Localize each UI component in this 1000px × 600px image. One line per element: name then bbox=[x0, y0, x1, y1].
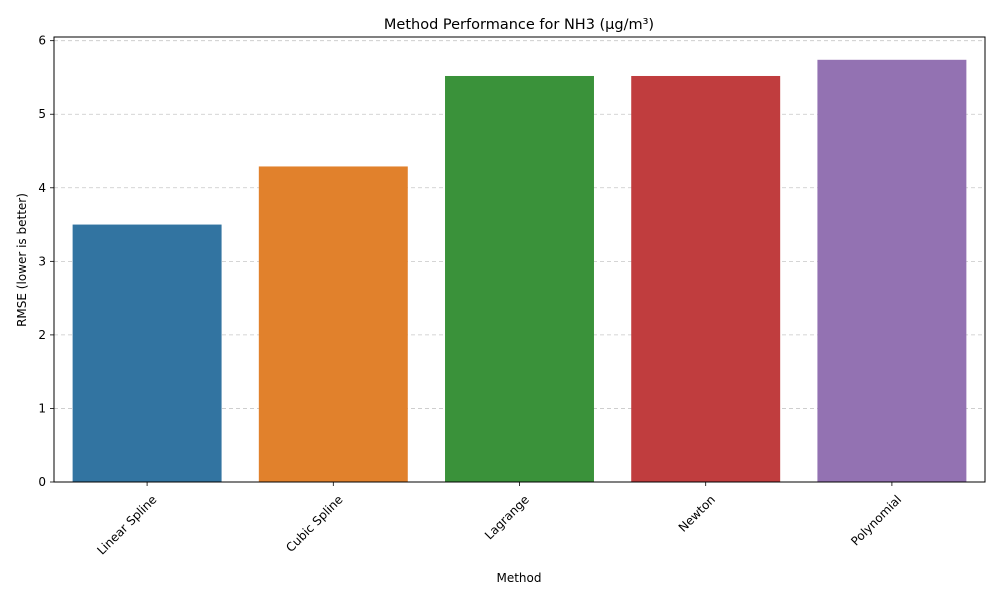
plot-frame bbox=[53, 36, 986, 483]
y-tick-label: 3 bbox=[38, 254, 46, 268]
x-tick-label: Linear Spline bbox=[94, 492, 159, 557]
y-tick-label: 5 bbox=[38, 107, 46, 121]
bar-lagrange bbox=[445, 75, 594, 483]
x-tick-label: Newton bbox=[676, 492, 718, 534]
x-tick-label: Polynomial bbox=[848, 492, 904, 548]
bar-newton bbox=[631, 75, 781, 483]
y-tick-label: 2 bbox=[38, 328, 46, 342]
y-axis-label: RMSE (lower is better) bbox=[15, 193, 29, 327]
bar-linear-spline bbox=[72, 224, 222, 482]
x-tick-label: Cubic Spline bbox=[283, 492, 345, 554]
chart-title: Method Performance for NH3 (μg/m³) bbox=[384, 17, 654, 33]
x-axis-label: Method bbox=[496, 571, 541, 585]
bar-polynomial bbox=[817, 59, 967, 483]
bar-cubic-spline bbox=[258, 166, 408, 483]
x-tick-label: Lagrange bbox=[482, 492, 532, 542]
y-tick-label: 0 bbox=[38, 475, 46, 489]
y-tick-label: 6 bbox=[38, 34, 46, 48]
y-tick-label: 4 bbox=[38, 181, 46, 195]
bars bbox=[72, 59, 967, 483]
y-tick-label: 1 bbox=[38, 401, 46, 415]
